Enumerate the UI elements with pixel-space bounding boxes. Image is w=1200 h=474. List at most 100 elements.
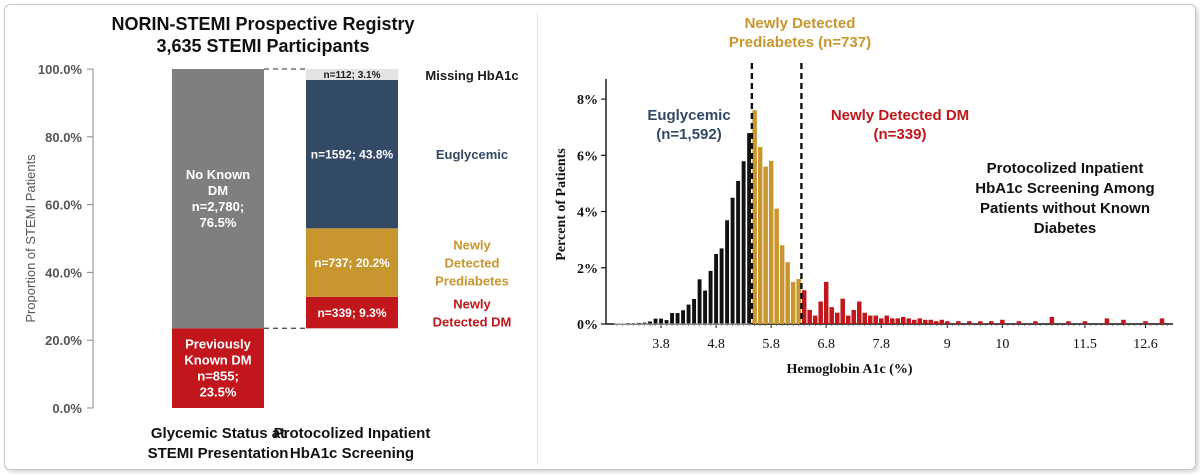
hist-bar-newly-detected-dm (851, 309, 856, 324)
hist-x-tick-label: 10 (995, 337, 1009, 352)
hist-bar-newly-detected-dm (928, 319, 934, 324)
panel-divider (537, 13, 538, 465)
hist-annotation: HbA1c Screening Among (975, 180, 1154, 197)
hist-bar-newly-detected-dm (878, 318, 884, 324)
chart-title-line: 3,635 STEMI Participants (156, 36, 369, 56)
hist-bar-newly-detected-dm (862, 312, 867, 324)
hist-y-tick-label: 6% (577, 149, 598, 164)
bar-category-label: STEMI Presentation (148, 445, 289, 462)
hist-bar-newly-detected-prediabetes (757, 146, 763, 324)
segment-label-newly-detected-prediabetes: n=737; 20.2% (314, 256, 390, 270)
hist-bar-newly-detected-prediabetes (779, 245, 785, 324)
segment-label-euglycemic: n=1592; 43.8% (311, 147, 394, 161)
hist-bar-newly-detected-dm (912, 319, 917, 324)
hist-annotation: Protocolized Inpatient (987, 160, 1144, 177)
hist-bar-newly-detected-dm (901, 316, 906, 324)
bar-segment-no-known-dm (172, 69, 264, 329)
hist-bar-euglycemic (680, 309, 686, 325)
hist-bar-euglycemic (619, 322, 626, 325)
hist-bar-euglycemic (636, 322, 642, 325)
hist-bar-euglycemic (652, 318, 659, 325)
hist-x-tick-label: 11.5 (1073, 337, 1097, 352)
chart-title-line: NORIN-STEMI Prospective Registry (111, 14, 414, 34)
hist-bar-euglycemic (741, 160, 747, 325)
hist-bar-newly-detected-dm (1143, 321, 1148, 324)
hist-bar-newly-detected-dm (829, 307, 834, 324)
hist-bar-newly-detected-dm (978, 321, 983, 324)
hist-bar-euglycemic (702, 289, 708, 325)
y-tick-label: 40.0% (45, 265, 82, 280)
hist-bar-newly-detected-dm (856, 301, 862, 324)
hist-group-label-newly-detected-prediabetes: Newly Detected (745, 15, 856, 32)
y-tick-label: 60.0% (45, 198, 82, 213)
hist-bar-euglycemic (708, 270, 714, 325)
segment-label-previously-known-dm: Previously (185, 337, 252, 352)
hist-x-tick-label: 7.8 (872, 337, 890, 352)
y-tick-label: 0.0% (52, 401, 82, 416)
hist-bar-newly-detected-dm (867, 315, 873, 324)
bar-segment-missing-hba1c (306, 69, 398, 80)
hist-bar-euglycemic (658, 318, 664, 325)
hist-bar-euglycemic (669, 312, 675, 325)
segment-label-no-known-dm: DM (208, 183, 228, 198)
legend-label-newly-detected-dm: Newly (453, 297, 491, 312)
segment-label-previously-known-dm: Known DM (184, 353, 251, 368)
hist-bar-newly-detected-dm (1159, 318, 1165, 324)
segment-label-newly-detected-dm: n=339; 9.3% (317, 306, 386, 320)
hist-bar-euglycemic (664, 319, 670, 325)
hist-bar-euglycemic (641, 322, 648, 325)
hist-bar-euglycemic (614, 322, 620, 325)
bar-segment-newly-detected-prediabetes (306, 228, 398, 297)
hist-bar-newly-detected-prediabetes (796, 279, 801, 324)
segment-label-previously-known-dm: 23.5% (200, 385, 237, 400)
hist-group-label-newly-detected-dm: (n=339) (874, 126, 927, 143)
legend-label-newly-detected-prediabetes: Prediabetes (435, 274, 509, 289)
hist-bar-newly-detected-dm (1016, 321, 1022, 324)
hist-bar-euglycemic (713, 253, 719, 325)
hist-annotation: Diabetes (1034, 220, 1097, 237)
hist-bar-newly-detected-dm (890, 318, 895, 324)
hist-x-axis-label: Hemoglobin A1c (%) (787, 362, 913, 377)
hist-bar-newly-detected-dm (884, 315, 889, 324)
hist-y-axis-label: Percent of Patients (554, 148, 569, 261)
hist-y-tick-label: 2% (577, 262, 598, 277)
segment-label-no-known-dm: 76.5% (200, 215, 237, 230)
hist-group-label-euglycemic: (n=1,592) (656, 126, 721, 143)
legend-label-newly-detected-prediabetes: Detected (445, 256, 500, 271)
hist-bar-euglycemic (719, 247, 725, 325)
hist-bar-euglycemic (686, 304, 692, 325)
hist-x-tick-label: 3.8 (652, 337, 670, 352)
hist-bar-newly-detected-dm (945, 321, 950, 324)
figure-frame: NORIN-STEMI Prospective Registry 3,635 ST… (4, 4, 1196, 470)
hist-bar-newly-detected-dm (1082, 321, 1088, 324)
legend-label-newly-detected-prediabetes: Newly (453, 238, 491, 253)
legend-label-missing-hba1c: Missing HbA1c (425, 68, 518, 83)
hist-bar-newly-detected-dm (1066, 321, 1071, 324)
hist-bar-euglycemic (630, 322, 637, 325)
hist-group-label-euglycemic: Euglycemic (647, 107, 730, 124)
hist-bar-newly-detected-dm (934, 321, 939, 324)
hist-bar-newly-detected-dm (939, 319, 945, 324)
hist-x-tick-label: 12.6 (1133, 337, 1158, 352)
hist-x-tick-label: 9 (944, 337, 951, 352)
hist-bar-newly-detected-dm (873, 315, 878, 324)
hist-bar-newly-detected-dm (801, 290, 807, 324)
hist-bar-newly-detected-dm (895, 318, 901, 324)
bar-category-label: HbA1c Screening (290, 445, 414, 462)
hist-bar-newly-detected-dm (989, 321, 994, 324)
hist-bar-newly-detected-dm (812, 315, 818, 324)
hist-bar-newly-detected-dm (1000, 319, 1005, 324)
hist-bar-newly-detected-dm (1104, 318, 1110, 324)
hist-bar-newly-detected-dm (840, 298, 845, 324)
hist-bar-newly-detected-dm (1121, 319, 1126, 324)
segment-label-no-known-dm: No Known (186, 167, 250, 182)
hist-bar-euglycemic (724, 219, 730, 325)
hist-bar-newly-detected-prediabetes (785, 262, 790, 324)
hist-bar-newly-detected-dm (906, 318, 912, 324)
hist-x-tick-label: 4.8 (707, 337, 725, 352)
hist-x-tick-label: 6.8 (817, 337, 835, 352)
hist-bar-euglycemic (735, 180, 741, 325)
hist-bar-newly-detected-dm (834, 312, 840, 324)
bar-category-label: Glycemic Status at (151, 425, 285, 442)
